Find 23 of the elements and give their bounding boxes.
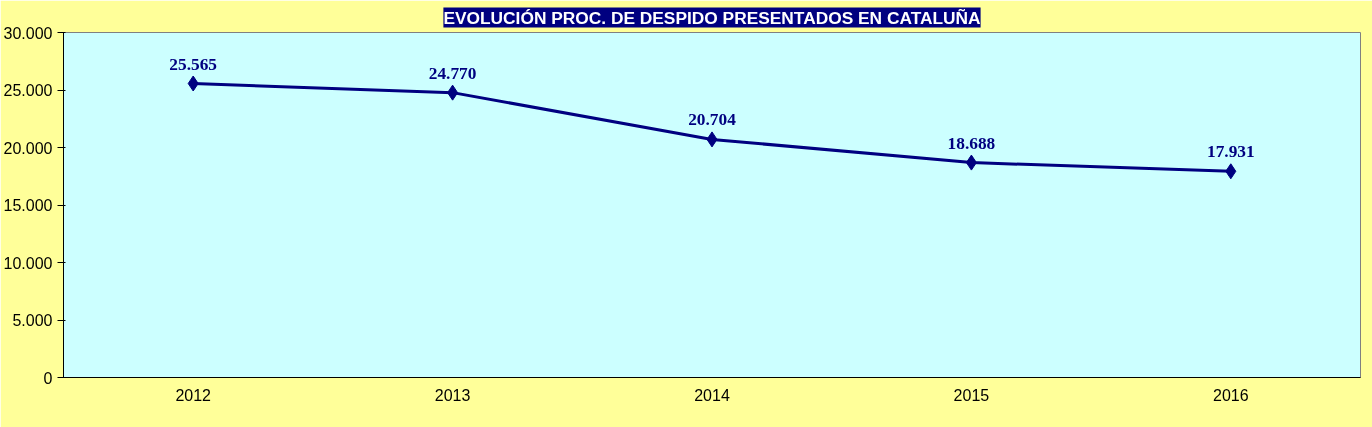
point bbox=[1225, 163, 1237, 180]
y-tick-label: 15.000 bbox=[3, 197, 53, 214]
y-tick-label: 5.000 bbox=[12, 312, 53, 329]
data-label: 24.770 bbox=[428, 63, 477, 83]
y-tick-label: 0 bbox=[43, 369, 53, 387]
y-tick-label: 20.000 bbox=[3, 139, 53, 157]
x-tick-label: 2013 bbox=[434, 386, 471, 404]
data-label: 25.565 bbox=[169, 54, 218, 74]
data-label: 18.688 bbox=[947, 133, 996, 153]
point bbox=[447, 84, 459, 101]
y-tick-label: 10.000 bbox=[3, 254, 53, 272]
data-label: 20.704 bbox=[688, 110, 737, 130]
point bbox=[187, 75, 199, 92]
point bbox=[965, 154, 977, 171]
data-label: 17.931 bbox=[1206, 142, 1255, 162]
x-tick-label: 2014 bbox=[694, 386, 730, 404]
y-tick-label: 25.000 bbox=[3, 82, 53, 99]
chart-title: EVOLUCIÓN PROC. DE DESPIDO PRESENTADOS EN CATALUÑA bbox=[443, 7, 982, 28]
point bbox=[706, 131, 718, 148]
x-tick-label: 2012 bbox=[175, 386, 212, 404]
x-tick-label: 2016 bbox=[1213, 386, 1249, 404]
x-tick-label: 2015 bbox=[953, 386, 990, 404]
y-tick-label: 30.000 bbox=[3, 24, 53, 42]
